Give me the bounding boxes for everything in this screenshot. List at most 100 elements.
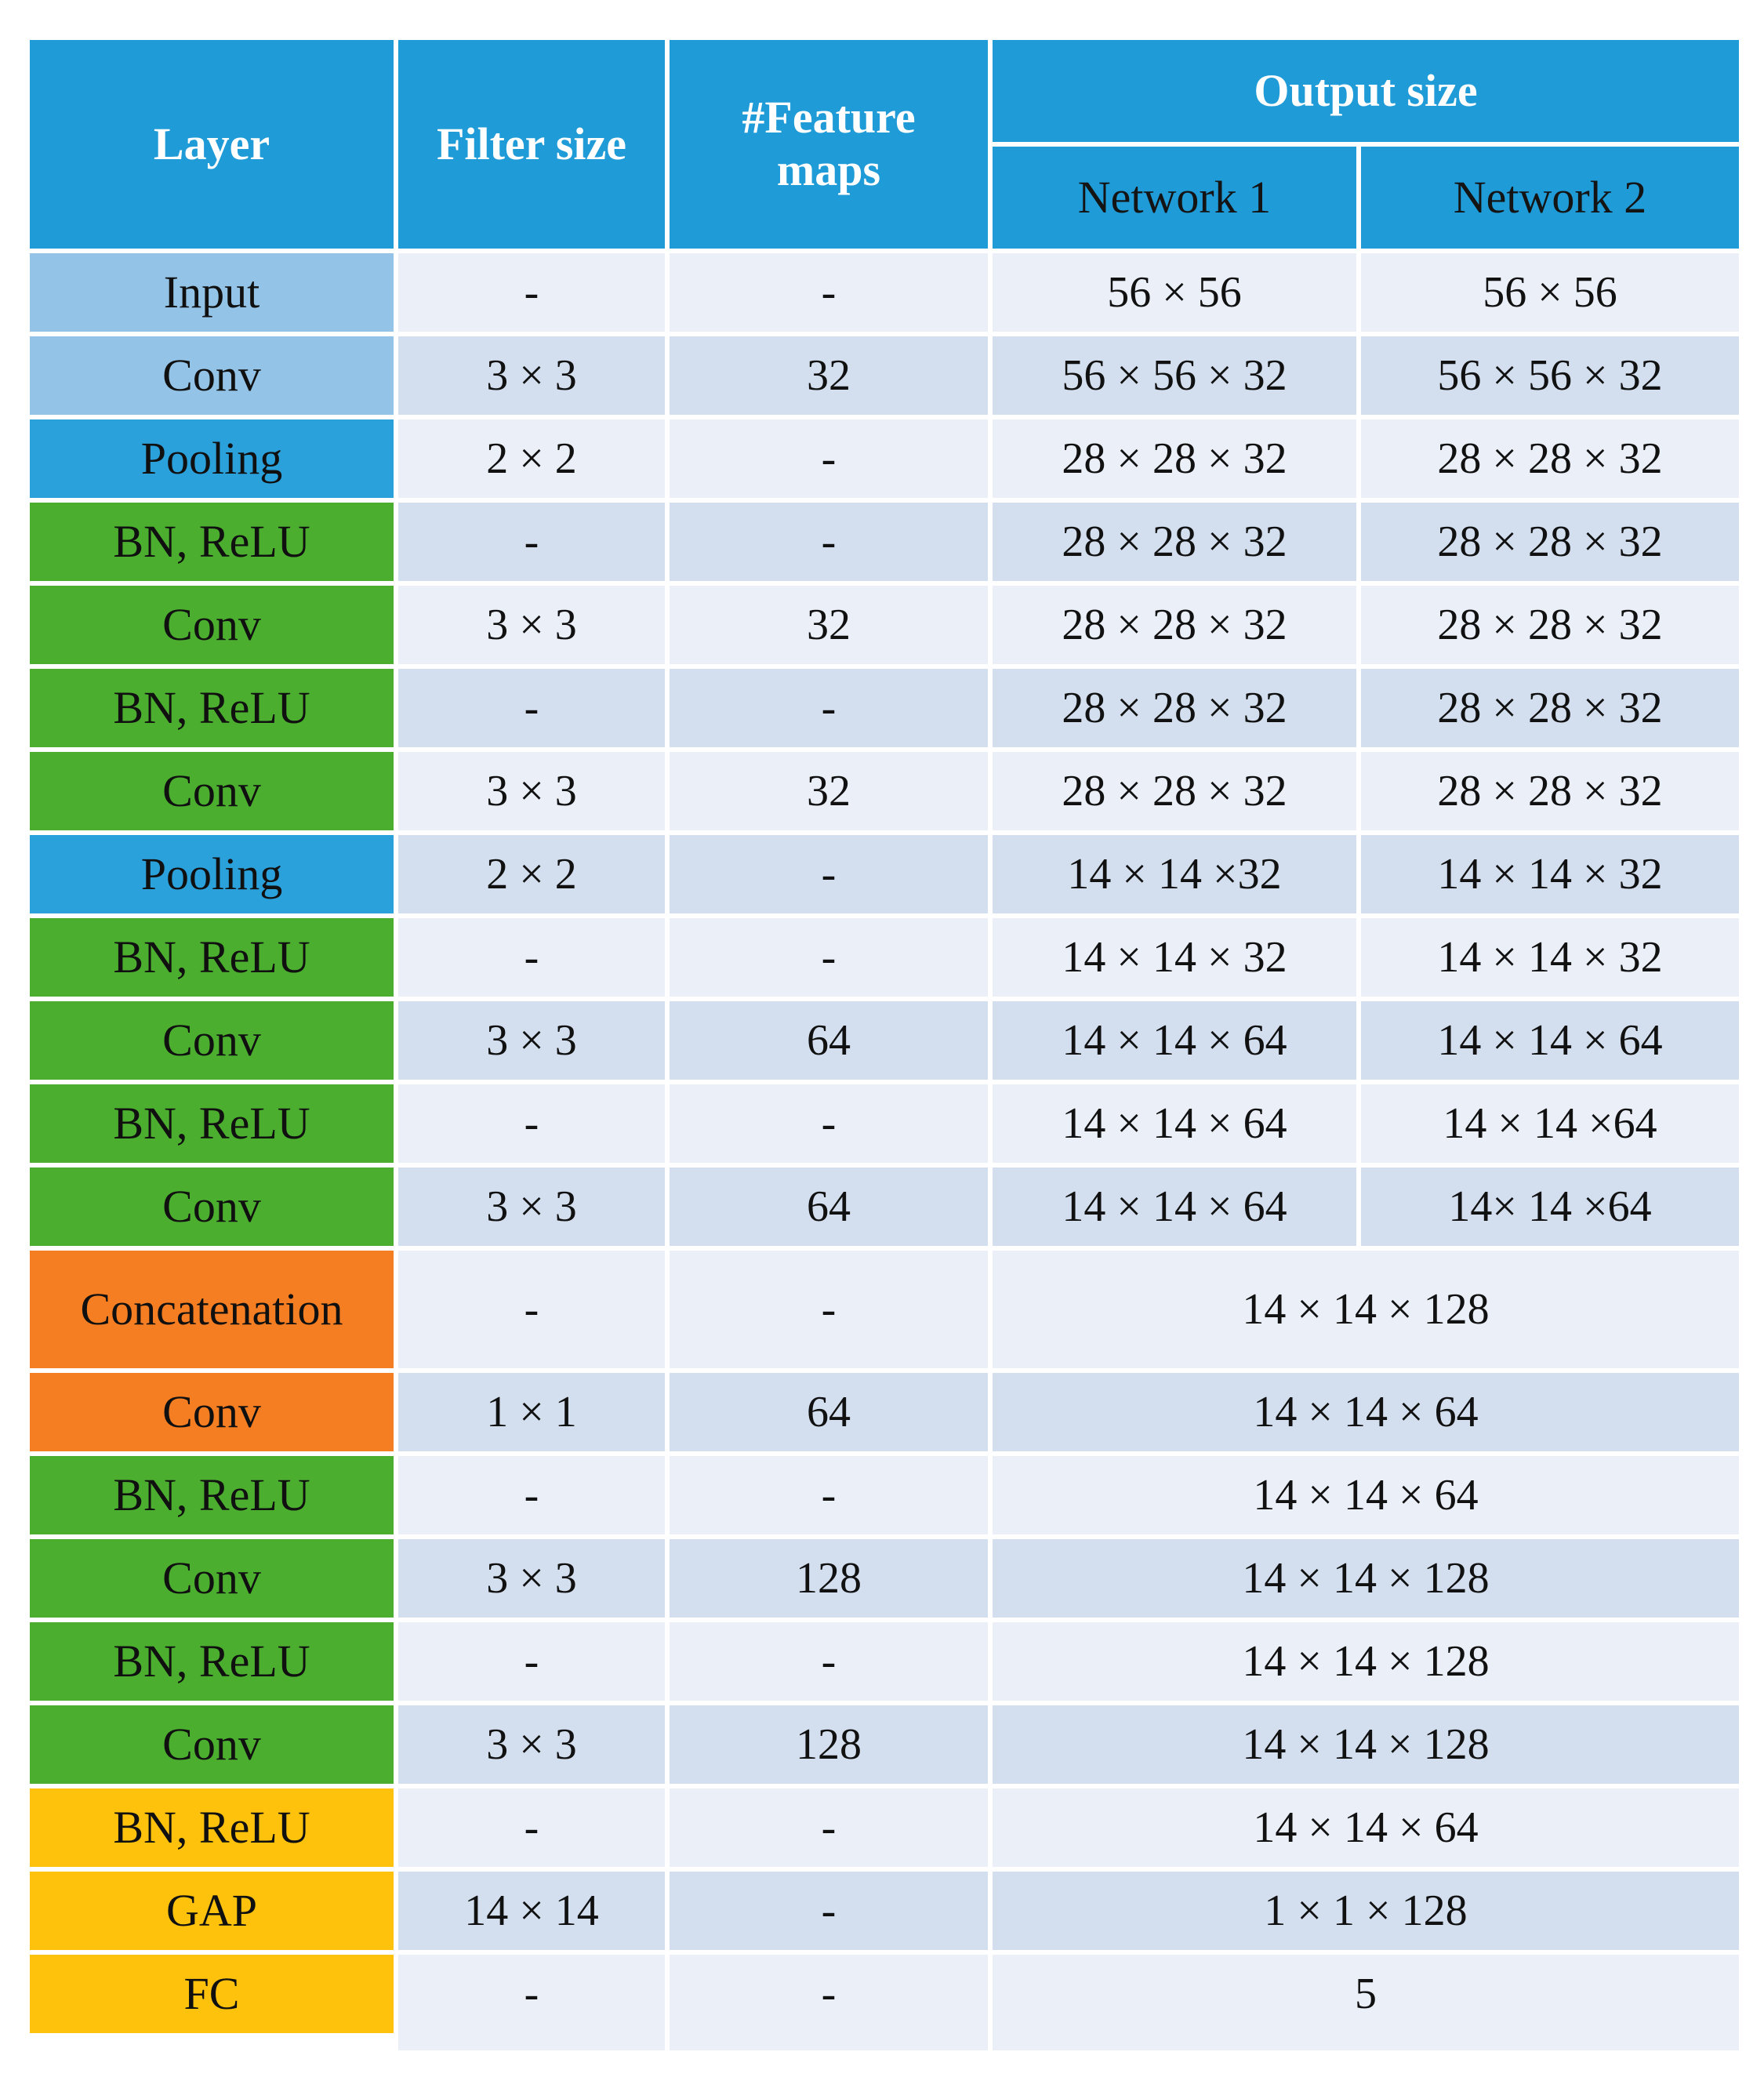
header-row-networks: Network 1 Network 2 <box>30 147 1739 249</box>
table-row: Conv 3 × 3 64 14 × 14 × 64 14 × 14 × 64 <box>30 1001 1739 1080</box>
table-row: BN, ReLU - -14 × 14 × 128 <box>30 1622 1739 1701</box>
output-network1-cell: 28 × 28 × 32 <box>993 586 1356 664</box>
cropped-next-row-stub <box>398 2033 665 2050</box>
layer-cell: Pooling <box>30 835 394 913</box>
feature-maps-cell: 32 <box>670 586 988 664</box>
filter-size-cell: 3 × 3 <box>398 336 665 415</box>
filter-size-cell: - <box>398 1788 665 1867</box>
layer-cell: BN, ReLU <box>30 1788 394 1867</box>
feature-maps-cell: - <box>670 253 988 332</box>
output-network2-cell: 28 × 28 × 32 <box>1361 419 1739 498</box>
output-network2-cell: 56 × 56 <box>1361 253 1739 332</box>
output-network1-cell: 14 × 14 × 32 <box>993 918 1356 997</box>
output-merged-cell: 14 × 14 × 128 <box>993 1705 1739 1784</box>
layer-cell: Conv <box>30 752 394 830</box>
feature-maps-cell: - <box>670 1251 988 1368</box>
architecture-table: Layer Filter size #Feature maps Output s… <box>25 35 1744 2038</box>
layer-cell: FC <box>30 1955 394 2033</box>
feature-maps-cell: - <box>670 1788 988 1867</box>
filter-size-cell: 3 × 3 <box>398 586 665 664</box>
layer-cell: Conv <box>30 586 394 664</box>
filter-size-cell: - <box>398 1955 665 2033</box>
filter-size-cell: - <box>398 1084 665 1163</box>
output-merged-cell: 14 × 14 × 64 <box>993 1788 1739 1867</box>
table-row: BN, ReLU - -28 × 28 × 32 28 × 28 × 32 <box>30 503 1739 581</box>
filter-size-cell: 1 × 1 <box>398 1373 665 1451</box>
table-row: Conv 1 × 1 64 14 × 14 × 64 <box>30 1373 1739 1451</box>
table-row: Conv 3 × 3 32 28 × 28 × 32 28 × 28 × 32 <box>30 752 1739 830</box>
layer-cell: BN, ReLU <box>30 1622 394 1701</box>
feature-maps-cell: - <box>670 503 988 581</box>
output-network2-cell: 14 × 14 × 32 <box>1361 835 1739 913</box>
output-network2-cell: 14 × 14 × 32 <box>1361 918 1739 997</box>
table-row: BN, ReLU - -28 × 28 × 32 28 × 28 × 32 <box>30 669 1739 747</box>
output-network2-cell: 14× 14 ×64 <box>1361 1167 1739 1246</box>
feature-maps-cell: 64 <box>670 1001 988 1080</box>
output-network1-cell: 28 × 28 × 32 <box>993 503 1356 581</box>
layer-cell: Concatenation <box>30 1251 394 1368</box>
table-row: Conv 3 × 3 128 14 × 14 × 128 <box>30 1539 1739 1618</box>
output-network1-cell: 14 × 14 × 64 <box>993 1084 1356 1163</box>
feature-maps-cell: - <box>670 1084 988 1163</box>
output-network2-cell: 28 × 28 × 32 <box>1361 586 1739 664</box>
table-row: GAP 14 × 14-1 × 1 × 128 <box>30 1872 1739 1950</box>
layer-cell: Conv <box>30 336 394 415</box>
output-network2-cell: 28 × 28 × 32 <box>1361 503 1739 581</box>
layer-cell: Conv <box>30 1167 394 1246</box>
output-merged-cell: 1 × 1 × 128 <box>993 1872 1739 1950</box>
table-row: Conv 3 × 3 64 14 × 14 × 64 14× 14 ×64 <box>30 1167 1739 1246</box>
table-row: Pooling 2 × 2-28 × 28 × 32 28 × 28 × 32 <box>30 419 1739 498</box>
feature-maps-cell: - <box>670 1872 988 1950</box>
output-merged-cell: 14 × 14 × 64 <box>993 1373 1739 1451</box>
output-network2-cell: 56 × 56 × 32 <box>1361 336 1739 415</box>
filter-size-cell: - <box>398 1622 665 1701</box>
table-row: Conv 3 × 3 128 14 × 14 × 128 <box>30 1705 1739 1784</box>
filter-size-cell: 3 × 3 <box>398 752 665 830</box>
filter-size-cell: 2 × 2 <box>398 419 665 498</box>
output-merged-cell: 14 × 14 × 128 <box>993 1539 1739 1618</box>
filter-size-cell: - <box>398 918 665 997</box>
output-network2-cell: 28 × 28 × 32 <box>1361 752 1739 830</box>
output-merged-cell: 14 × 14 × 128 <box>993 1622 1739 1701</box>
output-merged-cell: 5 <box>993 1955 1739 2033</box>
layer-cell: Conv <box>30 1001 394 1080</box>
cropped-next-row-stub <box>993 2033 1739 2050</box>
feature-maps-cell: - <box>670 1456 988 1534</box>
filter-size-cell: - <box>398 1251 665 1368</box>
output-network1-cell: 56 × 56 × 32 <box>993 336 1356 415</box>
output-network1-cell: 14 × 14 ×32 <box>993 835 1356 913</box>
feature-maps-cell: - <box>670 1955 988 2033</box>
filter-size-cell: 3 × 3 <box>398 1001 665 1080</box>
output-network2-cell: 14 × 14 × 64 <box>1361 1001 1739 1080</box>
table-row: BN, ReLU - -14 × 14 × 64 <box>30 1456 1739 1534</box>
feature-maps-cell: 32 <box>670 752 988 830</box>
filter-size-cell: 14 × 14 <box>398 1872 665 1950</box>
layer-cell: Conv <box>30 1539 394 1618</box>
filter-size-cell: - <box>398 669 665 747</box>
layer-cell: Pooling <box>30 419 394 498</box>
feature-maps-cell: 64 <box>670 1167 988 1246</box>
table-row: Conv 3 × 3 32 28 × 28 × 32 28 × 28 × 32 <box>30 586 1739 664</box>
table-row: Input - -56 × 56 56 × 56 <box>30 253 1739 332</box>
output-merged-cell: 14 × 14 × 64 <box>993 1456 1739 1534</box>
filter-size-cell: - <box>398 1456 665 1534</box>
filter-size-cell: 2 × 2 <box>398 835 665 913</box>
filter-size-cell: 3 × 3 <box>398 1539 665 1618</box>
table-body: Input - -56 × 56 56 × 56 Conv 3 × 3 32 56 × 56 … <box>30 253 1739 2033</box>
layer-cell: GAP <box>30 1872 394 1950</box>
layer-cell: BN, ReLU <box>30 1084 394 1163</box>
filter-size-cell: 3 × 3 <box>398 1167 665 1246</box>
column-header-filter-size: Filter size <box>398 40 665 249</box>
output-network1-cell: 14 × 14 × 64 <box>993 1001 1356 1080</box>
filter-size-cell: - <box>398 503 665 581</box>
header-row-top: Layer Filter size #Feature maps Output s… <box>30 40 1739 249</box>
feature-maps-cell: - <box>670 918 988 997</box>
feature-maps-cell: - <box>670 1622 988 1701</box>
feature-maps-cell: 128 <box>670 1539 988 1618</box>
output-network1-cell: 28 × 28 × 32 <box>993 669 1356 747</box>
filter-size-cell: - <box>398 253 665 332</box>
output-network1-cell: 28 × 28 × 32 <box>993 419 1356 498</box>
table-row: Concatenation - -14 × 14 × 128 <box>30 1251 1739 1368</box>
column-header-network-1: Network 1 <box>993 147 1356 249</box>
